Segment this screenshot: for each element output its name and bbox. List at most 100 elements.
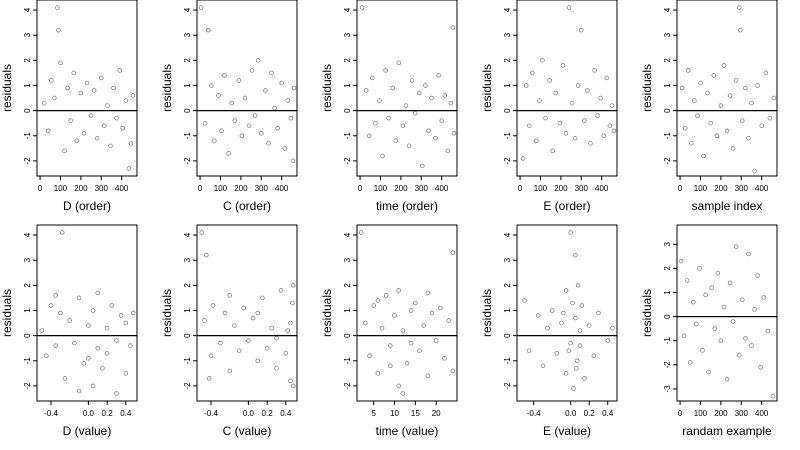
x-tick-label: 0.4 — [120, 409, 132, 418]
data-point — [78, 90, 84, 96]
data-point — [721, 63, 727, 68]
x-tick-label: 0 — [358, 184, 363, 193]
data-point — [242, 95, 248, 101]
data-point — [128, 141, 134, 146]
data-point — [559, 320, 564, 326]
panel-6: -2 -1 0 1 2 3 4 -0.4 0.0 0.2 0.4 D (value) residuals — [0, 224, 138, 438]
data-point — [123, 320, 129, 326]
data-point — [701, 153, 706, 159]
y-tick-label: -3 — [663, 385, 672, 393]
y-tick-label: 3 — [23, 257, 32, 262]
data-point — [409, 78, 415, 83]
data-point — [450, 25, 456, 30]
y-tick-label: 1 — [343, 308, 352, 313]
data-point — [752, 168, 757, 174]
data-point — [81, 361, 86, 366]
x-tick-label: 0.4 — [280, 409, 292, 418]
plot-frame — [356, 224, 458, 402]
data-point — [204, 252, 209, 258]
data-point — [126, 166, 132, 171]
data-point — [199, 230, 204, 235]
panel-10: -3 -2 -1 0 1 2 3 0 100 200 300 400 randam example res… — [640, 224, 778, 438]
data-point — [263, 88, 268, 93]
data-point — [84, 80, 90, 86]
x-tick-label: 0 — [678, 409, 683, 418]
data-point — [442, 93, 448, 98]
y-tick-label: 4 — [23, 7, 32, 12]
data-point — [383, 68, 388, 73]
data-point — [111, 85, 116, 91]
data-point — [426, 128, 431, 133]
x-axis-label: time (value) — [376, 424, 439, 438]
data-point — [681, 333, 687, 339]
data-point — [236, 78, 242, 83]
data-point — [375, 298, 381, 303]
data-point — [118, 313, 124, 318]
y-axis-label: residuals — [0, 64, 14, 112]
data-point — [568, 230, 573, 235]
data-point — [246, 123, 252, 128]
data-point — [388, 343, 393, 348]
data-point — [68, 118, 73, 123]
x-tick-label: 200 — [554, 184, 568, 193]
data-point — [523, 83, 529, 88]
y-tick-label: -1 — [183, 132, 192, 140]
data-point — [610, 325, 615, 331]
data-point — [400, 123, 406, 128]
data-point — [718, 338, 724, 343]
x-axis-label: D (order) — [63, 199, 111, 213]
data-point — [579, 303, 585, 308]
data-point — [371, 303, 376, 308]
data-point — [236, 348, 242, 353]
data-point — [216, 93, 221, 98]
x-axis-label: time (order) — [376, 199, 438, 213]
data-point — [259, 131, 264, 136]
y-tick-label: 0 — [23, 333, 32, 338]
data-point — [547, 78, 552, 83]
data-point — [724, 377, 730, 382]
data-point — [404, 361, 410, 366]
data-point — [290, 300, 295, 306]
data-point — [730, 146, 736, 151]
data-point — [572, 136, 578, 141]
data-point — [396, 383, 401, 389]
data-point — [573, 315, 578, 321]
plot-frame — [196, 224, 298, 402]
data-point — [62, 148, 67, 154]
data-point — [425, 290, 431, 296]
x-tick-label: 300 — [575, 184, 589, 193]
data-point — [88, 113, 94, 118]
data-point — [575, 83, 581, 88]
data-point — [370, 75, 375, 81]
x-tick-label: 100 — [534, 184, 548, 193]
y-axis-label: residuals — [640, 64, 654, 112]
data-point — [574, 358, 580, 364]
x-tick-label: 0.2 — [102, 409, 114, 418]
data-point — [288, 320, 293, 326]
x-tick-label: 100 — [694, 409, 708, 418]
data-point — [373, 120, 378, 126]
data-point — [540, 58, 545, 63]
x-tick-label: 0 — [198, 184, 203, 193]
data-point — [366, 133, 372, 139]
data-point — [712, 326, 718, 331]
data-point — [212, 138, 217, 144]
data-point — [755, 83, 760, 88]
data-point — [588, 141, 593, 146]
y-tick-label: 1 — [23, 83, 32, 88]
data-point — [205, 27, 211, 33]
data-point — [698, 80, 703, 86]
x-tick-label: 0.4 — [602, 409, 614, 418]
y-axis-label: residuals — [0, 289, 14, 337]
data-point — [761, 295, 766, 300]
data-point — [290, 158, 296, 164]
data-point — [727, 93, 733, 98]
data-point — [229, 100, 234, 106]
data-point — [727, 280, 733, 286]
data-point — [99, 75, 104, 81]
data-point — [104, 350, 110, 356]
data-point — [553, 90, 559, 96]
data-point — [684, 278, 690, 283]
data-point — [413, 300, 418, 306]
data-point — [561, 310, 566, 316]
